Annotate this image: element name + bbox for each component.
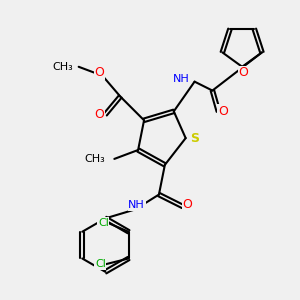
Text: O: O (182, 199, 192, 212)
Text: O: O (218, 105, 228, 118)
Text: NH: NH (173, 74, 190, 84)
Text: CH₃: CH₃ (85, 154, 105, 164)
Text: Cl: Cl (98, 218, 109, 228)
Text: CH₃: CH₃ (52, 62, 73, 72)
Text: O: O (239, 66, 249, 79)
Text: S: S (190, 132, 199, 145)
Text: O: O (94, 108, 104, 121)
Text: O: O (94, 66, 104, 79)
Text: NH: NH (128, 200, 145, 210)
Text: Cl: Cl (95, 260, 106, 269)
